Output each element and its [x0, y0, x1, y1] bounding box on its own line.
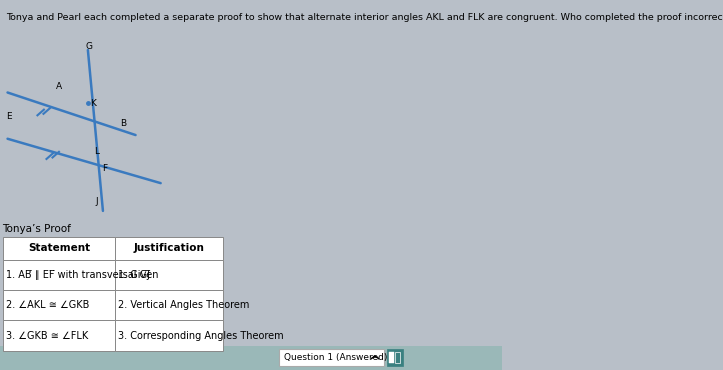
Text: J: J	[95, 197, 98, 206]
Bar	[278, 349, 384, 366]
Text: 3. ∠GKB ≅ ∠FLK: 3. ∠GKB ≅ ∠FLK	[6, 330, 87, 341]
Text: Tonya’s Proof: Tonya’s Proof	[2, 224, 72, 234]
Text: ❮: ❮	[369, 354, 377, 361]
Text: 3. Corresponding Angles Theorem: 3. Corresponding Angles Theorem	[119, 330, 284, 341]
Bar	[0, 346, 502, 370]
Text: K: K	[90, 99, 96, 108]
Text: G: G	[86, 42, 93, 51]
Text: 2. ∠AKL ≅ ∠GKB: 2. ∠AKL ≅ ∠GKB	[6, 300, 89, 310]
Bar	[116, 320, 223, 351]
Bar	[2, 290, 116, 320]
Text: E: E	[7, 112, 12, 121]
Text: Statement: Statement	[28, 243, 90, 253]
Text: F: F	[102, 164, 107, 173]
Text: A: A	[56, 83, 62, 91]
Bar	[2, 237, 116, 260]
Bar	[2, 320, 116, 351]
Text: B: B	[120, 120, 126, 128]
Bar	[116, 237, 223, 260]
Bar	[116, 290, 223, 320]
Text: 1. Given: 1. Given	[119, 270, 159, 280]
Bar	[116, 260, 223, 290]
Text: 1. AB̅ ∥ EF̅ with transversal GJ̅: 1. AB̅ ∥ EF̅ with transversal GJ̅	[6, 270, 150, 280]
Bar	[389, 352, 393, 363]
Text: Justification: Justification	[134, 243, 205, 253]
Bar	[395, 352, 400, 363]
Text: 2. Vertical Angles Theorem: 2. Vertical Angles Theorem	[119, 300, 250, 310]
Text: Tonya and Pearl each completed a separate proof to show that alternate interior : Tonya and Pearl each completed a separat…	[6, 13, 723, 22]
Text: Question 1 (Answered): Question 1 (Answered)	[283, 353, 387, 362]
Bar	[2, 260, 116, 290]
Bar	[387, 349, 403, 366]
Text: L: L	[94, 147, 99, 156]
